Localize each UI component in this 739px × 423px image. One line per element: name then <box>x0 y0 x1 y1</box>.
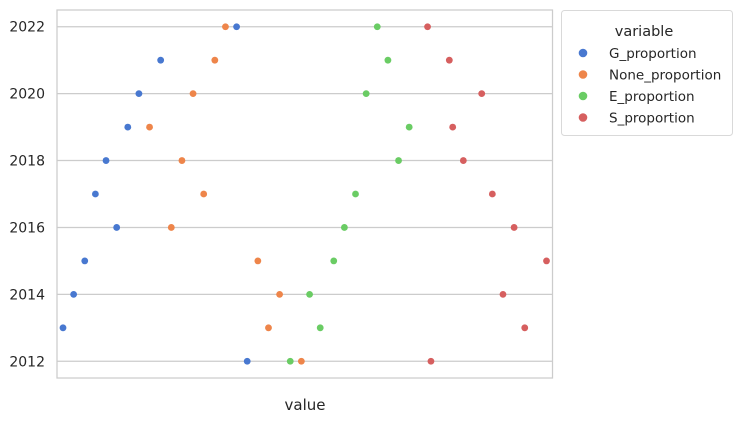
s-proportion-point <box>424 23 431 31</box>
legend-marker <box>578 70 588 79</box>
y-tick-labels: 2012 2014 2016 2018 2020 2022 <box>9 20 45 371</box>
g-proportion-point <box>59 324 67 332</box>
g-proportion-point <box>81 257 89 265</box>
g-proportion-point <box>102 157 110 164</box>
legend: variable G_proportion None_proportion E_pr… <box>561 10 733 136</box>
s-proportion-point <box>427 357 435 365</box>
none-proportion-point <box>167 224 175 231</box>
g-proportion-point <box>113 224 121 231</box>
e-proportion-point <box>286 357 294 365</box>
g-proportion-point <box>243 357 251 365</box>
legend-items: G_proportion None_proportion E_proportion S… <box>578 46 721 127</box>
legend-item-none-proportion: None_proportion <box>578 68 721 84</box>
data-points <box>59 23 550 365</box>
s-proportion-point <box>459 157 467 164</box>
e-proportion-point <box>405 123 413 131</box>
y-tick-label: 2022 <box>9 20 45 36</box>
e-proportion-point <box>330 257 338 265</box>
s-proportion-point <box>488 190 496 198</box>
y-tick-label: 2012 <box>9 354 45 370</box>
none-proportion-point <box>146 123 153 131</box>
g-proportion-point <box>135 90 143 98</box>
e-proportion-point <box>340 224 348 231</box>
s-proportion-point <box>521 324 529 332</box>
s-proportion-point <box>543 257 550 265</box>
plot-frame <box>56 9 554 379</box>
legend-item-s-proportion: S_proportion <box>578 111 695 127</box>
e-proportion-point <box>384 56 392 64</box>
y-tick-label: 2016 <box>9 220 45 236</box>
e-proportion-point <box>362 90 370 98</box>
s-proportion-point <box>510 224 518 231</box>
g-proportion-point <box>91 190 99 198</box>
g-proportion-point <box>233 23 240 31</box>
x-axis-label: value <box>285 396 326 414</box>
none-proportion-point <box>189 90 197 98</box>
g-proportion-point <box>157 56 165 64</box>
legend-title: variable <box>615 24 674 40</box>
e-proportion-point <box>352 190 359 198</box>
g-proportion-point <box>124 123 132 131</box>
legend-item-g-proportion: G_proportion <box>578 46 697 62</box>
s-proportion-point <box>499 290 507 298</box>
g-proportion-point <box>70 290 78 298</box>
none-proportion-point <box>254 257 262 265</box>
y-tick-label: 2014 <box>9 287 45 303</box>
s-proportion-point <box>449 123 457 131</box>
e-proportion-point <box>316 324 324 332</box>
y-tick-label: 2018 <box>9 154 45 170</box>
legend-label: None_proportion <box>609 68 721 84</box>
grid-lines <box>57 26 553 362</box>
none-proportion-point <box>297 357 305 365</box>
none-proportion-point <box>276 290 284 298</box>
none-proportion-point <box>265 324 272 332</box>
legend-label: S_proportion <box>609 111 695 127</box>
none-proportion-point <box>200 190 208 198</box>
s-proportion-point <box>445 56 453 64</box>
legend-item-e-proportion: E_proportion <box>578 89 695 105</box>
legend-marker <box>578 48 588 58</box>
legend-marker <box>578 91 588 101</box>
legend-label: E_proportion <box>609 89 695 105</box>
legend-box <box>561 10 733 136</box>
none-proportion-point <box>211 56 219 64</box>
legend-label: G_proportion <box>609 46 697 62</box>
y-tick-label: 2020 <box>9 87 45 103</box>
none-proportion-point <box>222 23 229 31</box>
e-proportion-point <box>395 157 402 164</box>
s-proportion-point <box>478 90 486 98</box>
e-proportion-point <box>373 23 381 31</box>
legend-marker <box>578 113 588 122</box>
e-proportion-point <box>306 290 313 298</box>
none-proportion-point <box>178 157 186 164</box>
